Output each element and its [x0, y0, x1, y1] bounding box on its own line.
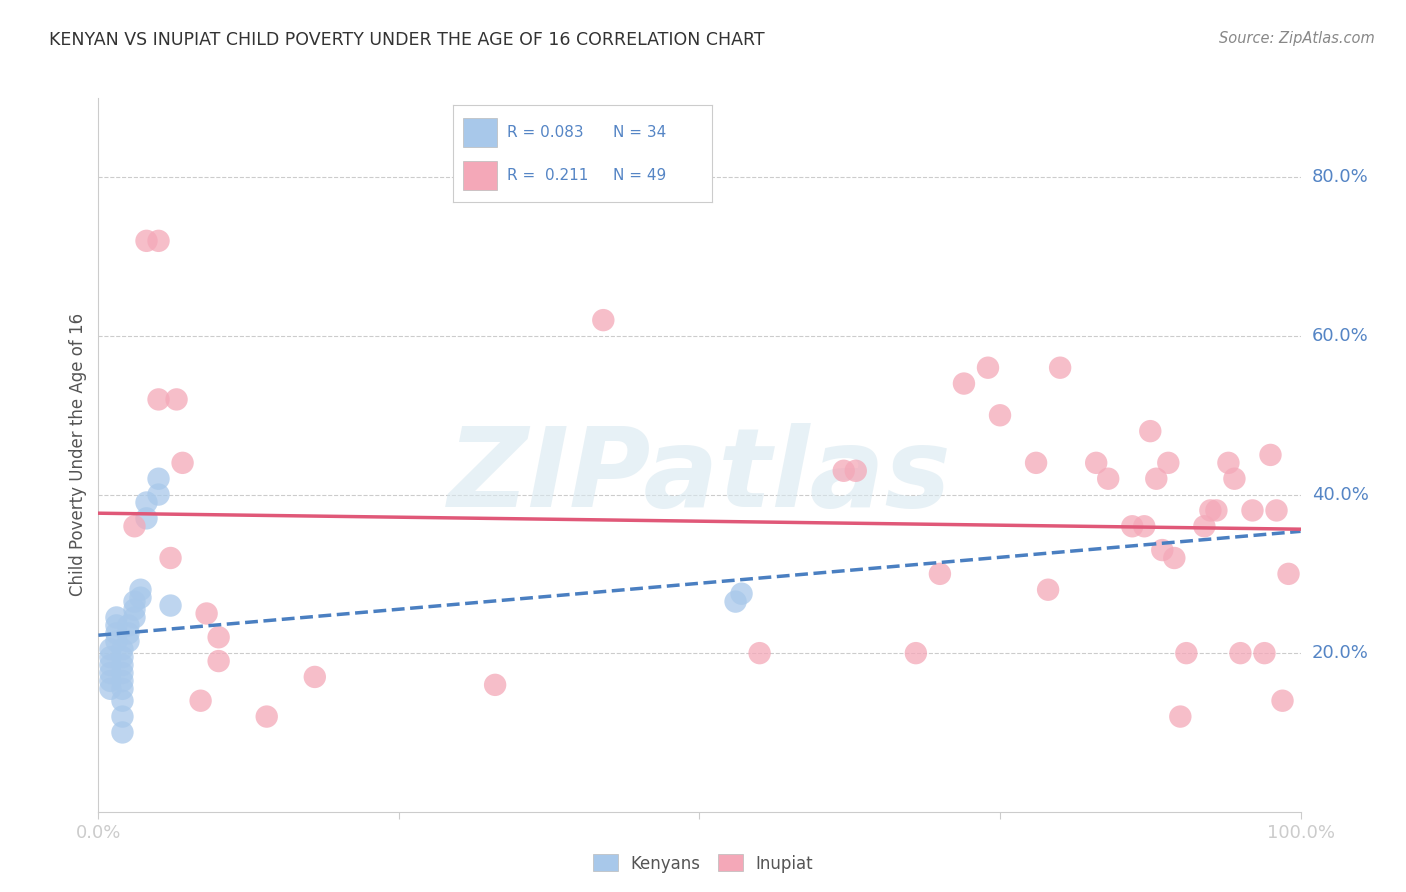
Point [592, 313, 614, 327]
Point [135, 495, 157, 509]
Point [166, 392, 188, 407]
Point [172, 456, 194, 470]
Point [1152, 543, 1174, 558]
Point [1223, 472, 1246, 486]
Point [124, 519, 146, 533]
Point [148, 392, 170, 407]
Point [988, 409, 1011, 423]
Point [904, 646, 927, 660]
Text: 60.0%: 60.0% [1312, 327, 1368, 345]
Point [124, 602, 146, 616]
Text: KENYAN VS INUPIAT CHILD POVERTY UNDER THE AGE OF 16 CORRELATION CHART: KENYAN VS INUPIAT CHILD POVERTY UNDER TH… [49, 31, 765, 49]
Point [1133, 519, 1156, 533]
Point [1199, 503, 1222, 517]
Point [148, 472, 170, 486]
Point [129, 591, 152, 605]
Point [111, 650, 134, 665]
Point [135, 234, 157, 248]
Point [1265, 503, 1288, 517]
Point [105, 610, 128, 624]
Point [845, 464, 868, 478]
Point [1163, 551, 1185, 566]
Point [1049, 360, 1071, 375]
Point [111, 642, 134, 657]
Text: ZIPatlas: ZIPatlas [447, 423, 952, 530]
Point [1241, 503, 1264, 517]
Point [135, 511, 157, 525]
Point [129, 582, 152, 597]
Point [111, 681, 134, 696]
Point [190, 694, 212, 708]
Point [117, 618, 139, 632]
Point [100, 650, 122, 665]
Point [105, 618, 128, 632]
Point [832, 464, 855, 478]
Point [484, 678, 506, 692]
Point [208, 654, 231, 668]
Point [148, 487, 170, 501]
Point [124, 594, 146, 608]
Point [159, 551, 181, 566]
Point [1229, 646, 1251, 660]
Point [1144, 472, 1167, 486]
Point [117, 634, 139, 648]
Point [724, 594, 747, 608]
Point [1157, 456, 1180, 470]
Point [1121, 519, 1143, 533]
Text: 40.0%: 40.0% [1312, 485, 1368, 504]
Point [111, 709, 134, 723]
Point [117, 626, 139, 640]
Point [111, 694, 134, 708]
Point [1097, 472, 1119, 486]
Point [748, 646, 770, 660]
Point [105, 634, 128, 648]
Point [1253, 646, 1275, 660]
Point [195, 607, 218, 621]
Text: Source: ZipAtlas.com: Source: ZipAtlas.com [1219, 31, 1375, 46]
Point [159, 599, 181, 613]
Point [100, 642, 122, 657]
Point [208, 630, 231, 644]
Point [1260, 448, 1282, 462]
Point [148, 234, 170, 248]
Point [256, 709, 278, 723]
Point [111, 725, 134, 739]
Text: 80.0%: 80.0% [1312, 169, 1368, 186]
Point [977, 360, 1000, 375]
Point [1205, 503, 1227, 517]
Point [730, 587, 752, 601]
Point [953, 376, 976, 391]
Point [111, 673, 134, 688]
Point [124, 610, 146, 624]
Point [105, 626, 128, 640]
Point [100, 673, 122, 688]
Point [304, 670, 326, 684]
Point [1271, 694, 1294, 708]
Point [100, 665, 122, 680]
Point [100, 658, 122, 673]
Legend: Kenyans, Inupiat: Kenyans, Inupiat [586, 847, 820, 880]
Point [1277, 566, 1299, 581]
Point [1139, 424, 1161, 438]
Point [100, 681, 122, 696]
Point [1218, 456, 1240, 470]
Point [1194, 519, 1216, 533]
Text: 20.0%: 20.0% [1312, 644, 1368, 662]
Point [1175, 646, 1198, 660]
Point [1085, 456, 1108, 470]
Point [111, 658, 134, 673]
Point [1036, 582, 1059, 597]
Point [928, 566, 950, 581]
Point [1170, 709, 1192, 723]
Point [111, 665, 134, 680]
Y-axis label: Child Poverty Under the Age of 16: Child Poverty Under the Age of 16 [69, 313, 87, 597]
Point [1025, 456, 1047, 470]
